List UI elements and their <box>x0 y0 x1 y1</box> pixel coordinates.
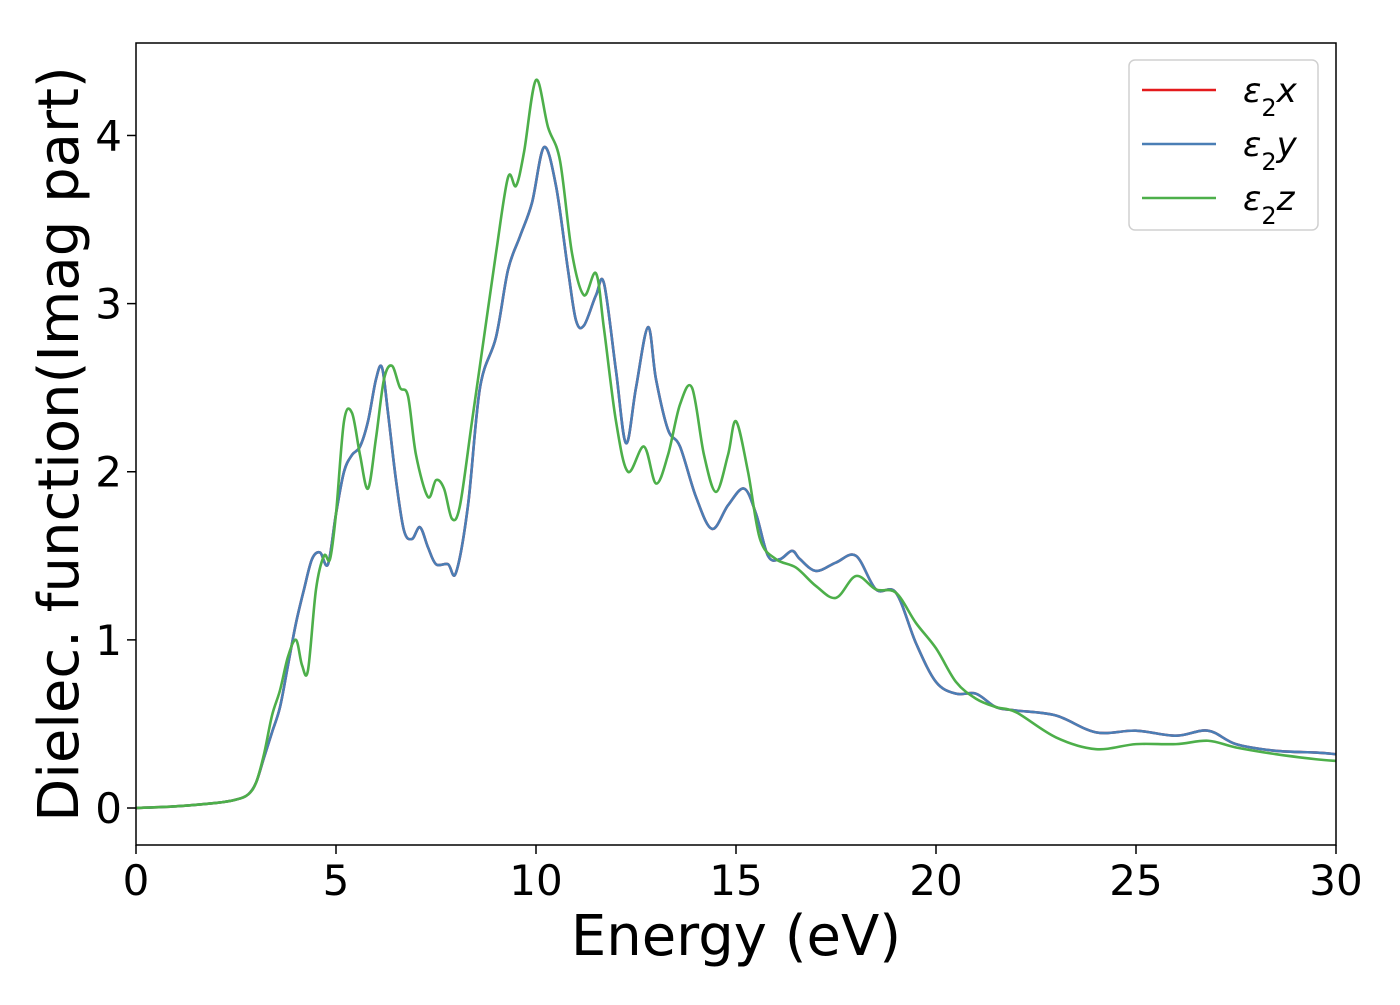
x-tick-label: 10 <box>509 856 562 905</box>
x-tick-label: 15 <box>709 856 762 905</box>
legend-label-suffix: x <box>1276 71 1298 111</box>
x-axis-title: Energy (eV) <box>571 904 901 969</box>
x-tick-label: 0 <box>123 856 150 905</box>
legend-label-x: ε2x <box>1243 71 1298 122</box>
y-tick-label: 0 <box>95 784 122 833</box>
x-tick-label: 20 <box>909 856 962 905</box>
legend-label-suffix: z <box>1276 179 1296 219</box>
y-tick-label: 1 <box>95 616 122 665</box>
legend-label-base: ε <box>1243 179 1261 219</box>
legend-label-subscript: 2 <box>1261 94 1276 122</box>
legend-label-base: ε <box>1243 125 1261 165</box>
legend-box <box>1128 59 1319 231</box>
series-line-y <box>136 145 1336 810</box>
y-tick-label: 2 <box>95 448 122 497</box>
ticks-layer: 0 5 10 15 20 25 30 0 1 2 3 4 <box>95 111 1362 905</box>
series-layer <box>136 78 1336 810</box>
x-tick-label: 25 <box>1109 856 1162 905</box>
legend-label-base: ε <box>1243 71 1261 111</box>
legend-label-subscript: 2 <box>1261 148 1276 176</box>
x-tick-label: 30 <box>1309 856 1362 905</box>
y-axis-title: Dielec. function(Imag part) <box>27 66 92 822</box>
legend-label-z: ε2z <box>1243 179 1296 230</box>
y-tick-label: 3 <box>95 280 122 329</box>
series-line-z <box>136 78 1336 810</box>
legend-label-subscript: 2 <box>1261 202 1276 230</box>
series-line-x <box>136 145 1336 810</box>
legend-label-y: ε2y <box>1243 125 1298 176</box>
legend-label-suffix: y <box>1276 125 1298 165</box>
x-tick-label: 5 <box>323 856 350 905</box>
y-tick-label: 4 <box>95 111 122 160</box>
